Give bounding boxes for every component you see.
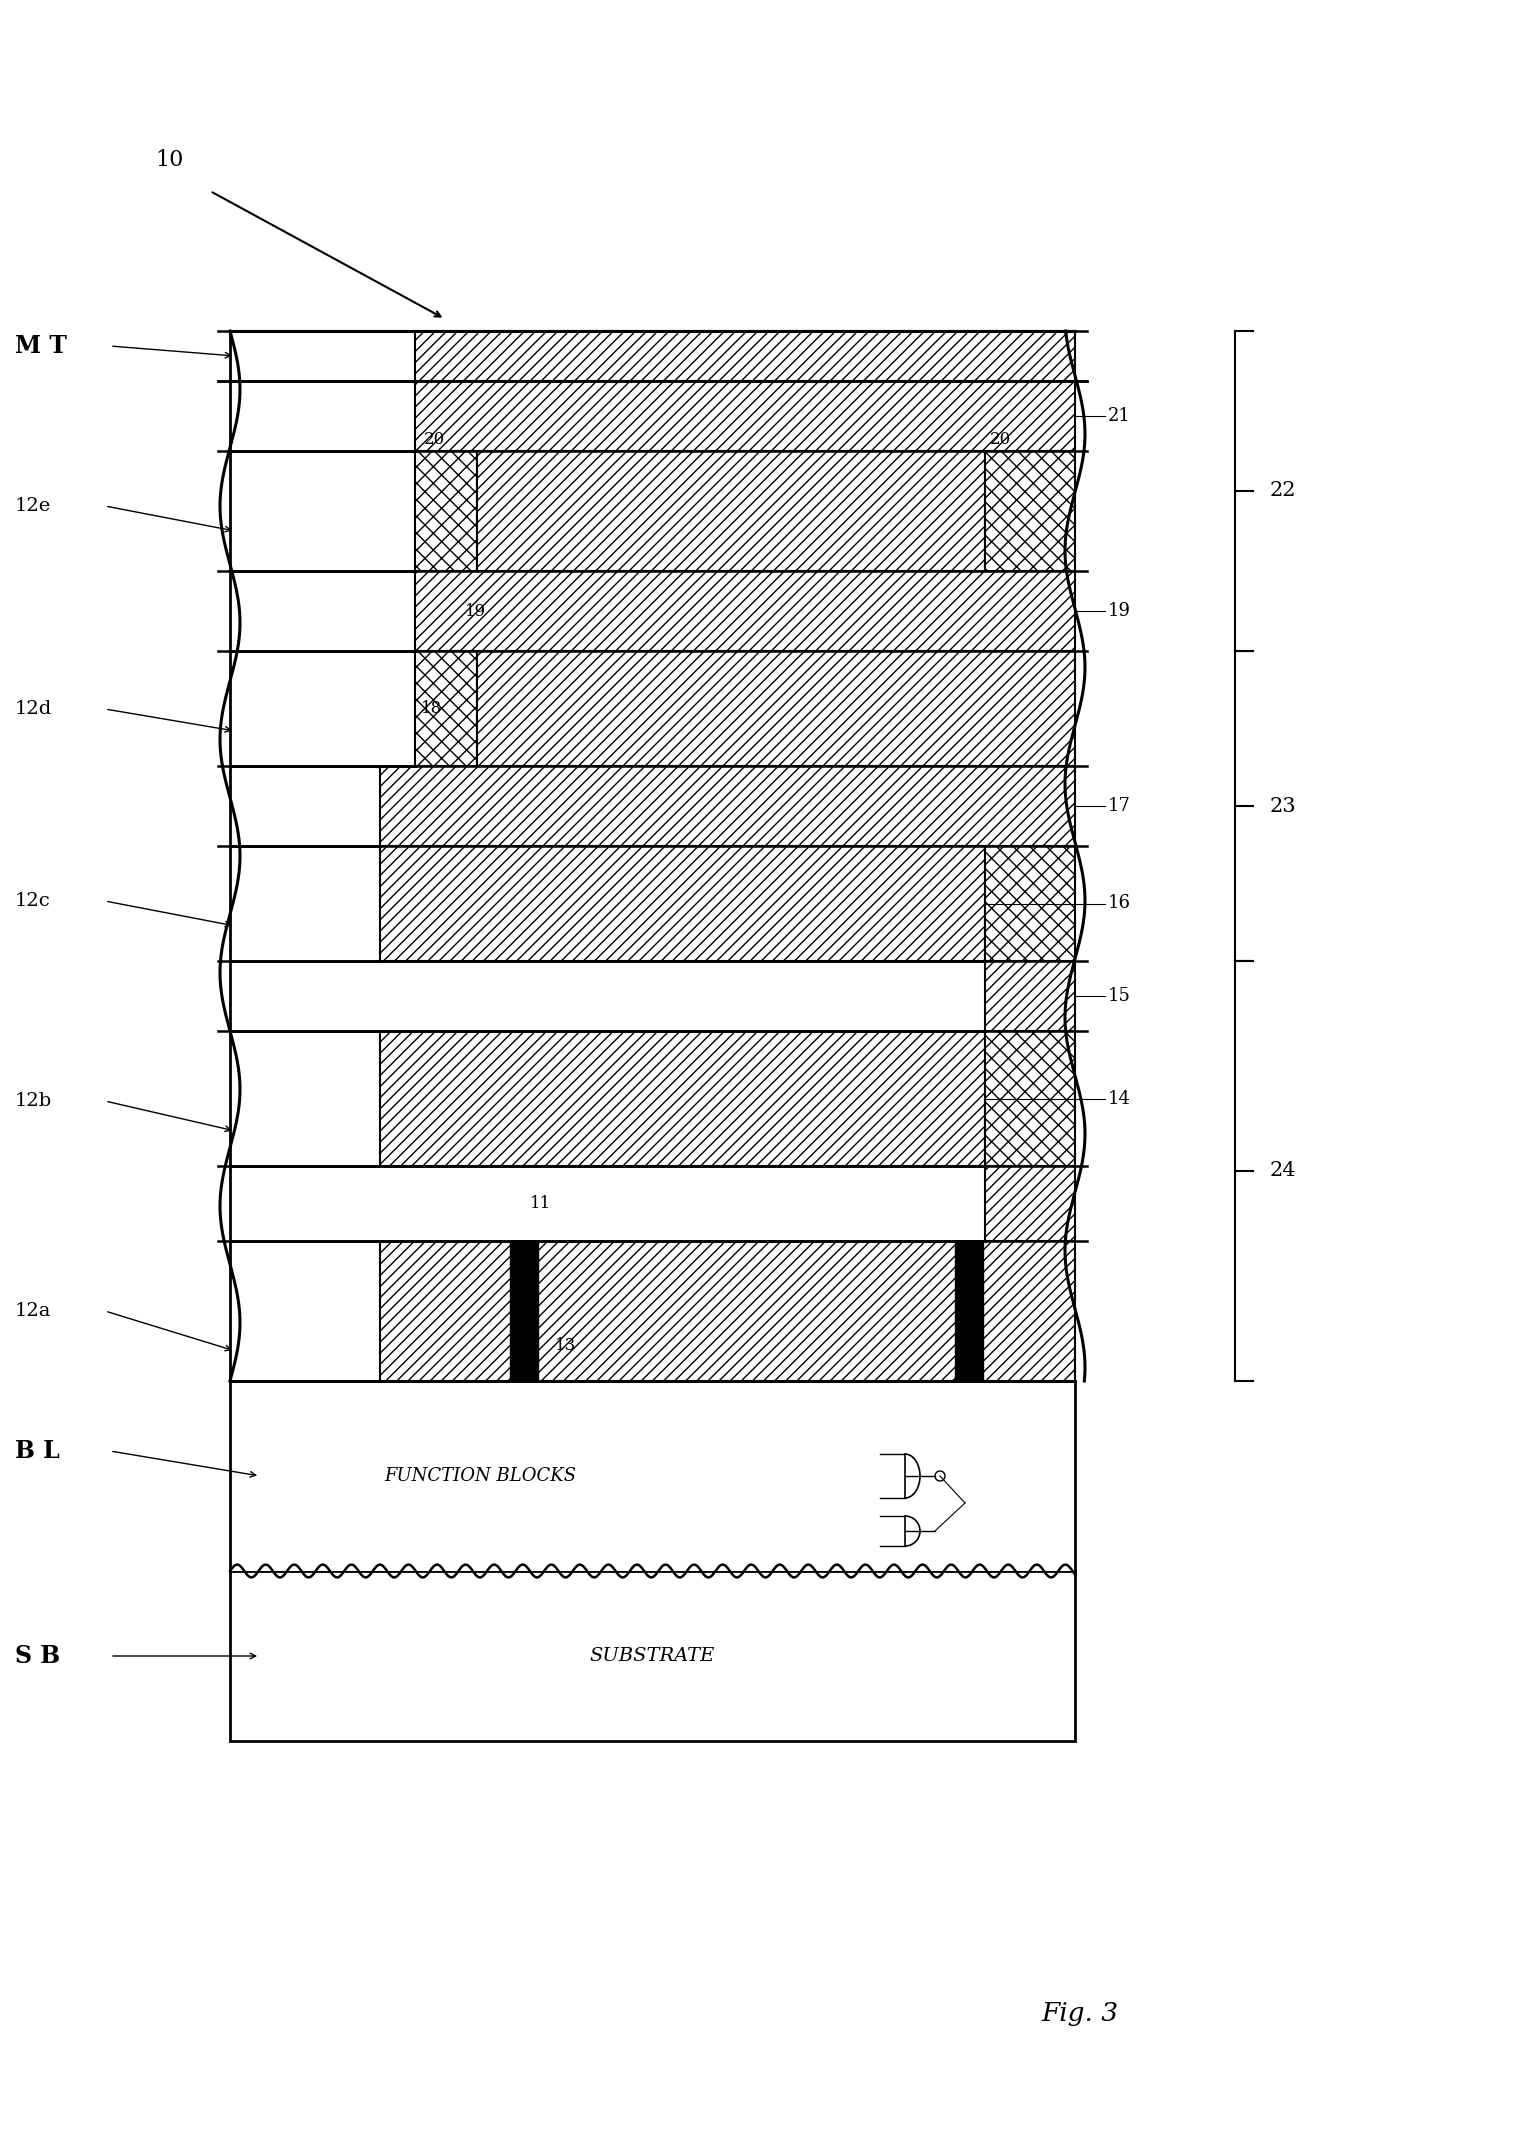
Bar <box>230 331 415 381</box>
Bar <box>985 1166 1076 1241</box>
Text: 12c: 12c <box>15 893 50 910</box>
Bar <box>477 652 1076 766</box>
Bar <box>230 452 415 570</box>
Bar <box>511 1241 538 1381</box>
Text: 15: 15 <box>1107 987 1130 1005</box>
Bar <box>230 1241 380 1381</box>
Bar <box>230 1166 985 1241</box>
Text: 20: 20 <box>424 430 445 447</box>
Text: 21: 21 <box>1107 407 1130 426</box>
Text: 23: 23 <box>1270 796 1297 815</box>
Text: 19: 19 <box>1107 602 1132 619</box>
Bar <box>415 381 1076 452</box>
Bar <box>380 1030 985 1166</box>
Bar <box>230 766 380 845</box>
Bar <box>230 845 380 961</box>
Text: 20: 20 <box>989 430 1011 447</box>
Text: 17: 17 <box>1107 798 1130 815</box>
Bar <box>380 766 1076 845</box>
Text: 12d: 12d <box>15 699 52 718</box>
Bar <box>230 1381 1076 1570</box>
Text: 22: 22 <box>1270 482 1297 501</box>
Bar <box>230 381 415 452</box>
Text: 14: 14 <box>1107 1091 1130 1108</box>
Text: Fig. 3: Fig. 3 <box>1041 2000 1118 2026</box>
Bar <box>985 1030 1076 1166</box>
Bar <box>380 845 985 961</box>
Bar <box>230 570 415 652</box>
Text: 16: 16 <box>1107 895 1132 912</box>
Text: 11: 11 <box>530 1196 551 1211</box>
Text: SUBSTRATE: SUBSTRATE <box>589 1648 715 1665</box>
Text: 13: 13 <box>554 1338 576 1355</box>
Text: 24: 24 <box>1270 1162 1297 1181</box>
Text: 18: 18 <box>421 699 442 716</box>
Bar <box>415 331 1076 381</box>
Bar <box>415 452 477 570</box>
Text: 12b: 12b <box>15 1093 52 1110</box>
Text: 12e: 12e <box>15 497 52 514</box>
Text: B L: B L <box>15 1439 59 1463</box>
Bar <box>230 961 985 1030</box>
Text: 12a: 12a <box>15 1301 52 1321</box>
Text: FUNCTION BLOCKS: FUNCTION BLOCKS <box>383 1467 576 1484</box>
Bar <box>985 452 1076 570</box>
Bar <box>380 1241 1076 1381</box>
Bar <box>415 570 1076 652</box>
Text: 19: 19 <box>465 602 486 619</box>
Bar <box>954 1241 983 1381</box>
Bar <box>477 452 985 570</box>
Bar <box>985 961 1076 1030</box>
Text: 10: 10 <box>156 148 185 170</box>
Text: S B: S B <box>15 1643 61 1667</box>
Bar <box>415 652 477 766</box>
Bar <box>985 845 1076 961</box>
Bar <box>230 1570 1076 1740</box>
Bar <box>230 652 415 766</box>
Bar <box>230 1030 380 1166</box>
Text: M T: M T <box>15 333 67 357</box>
